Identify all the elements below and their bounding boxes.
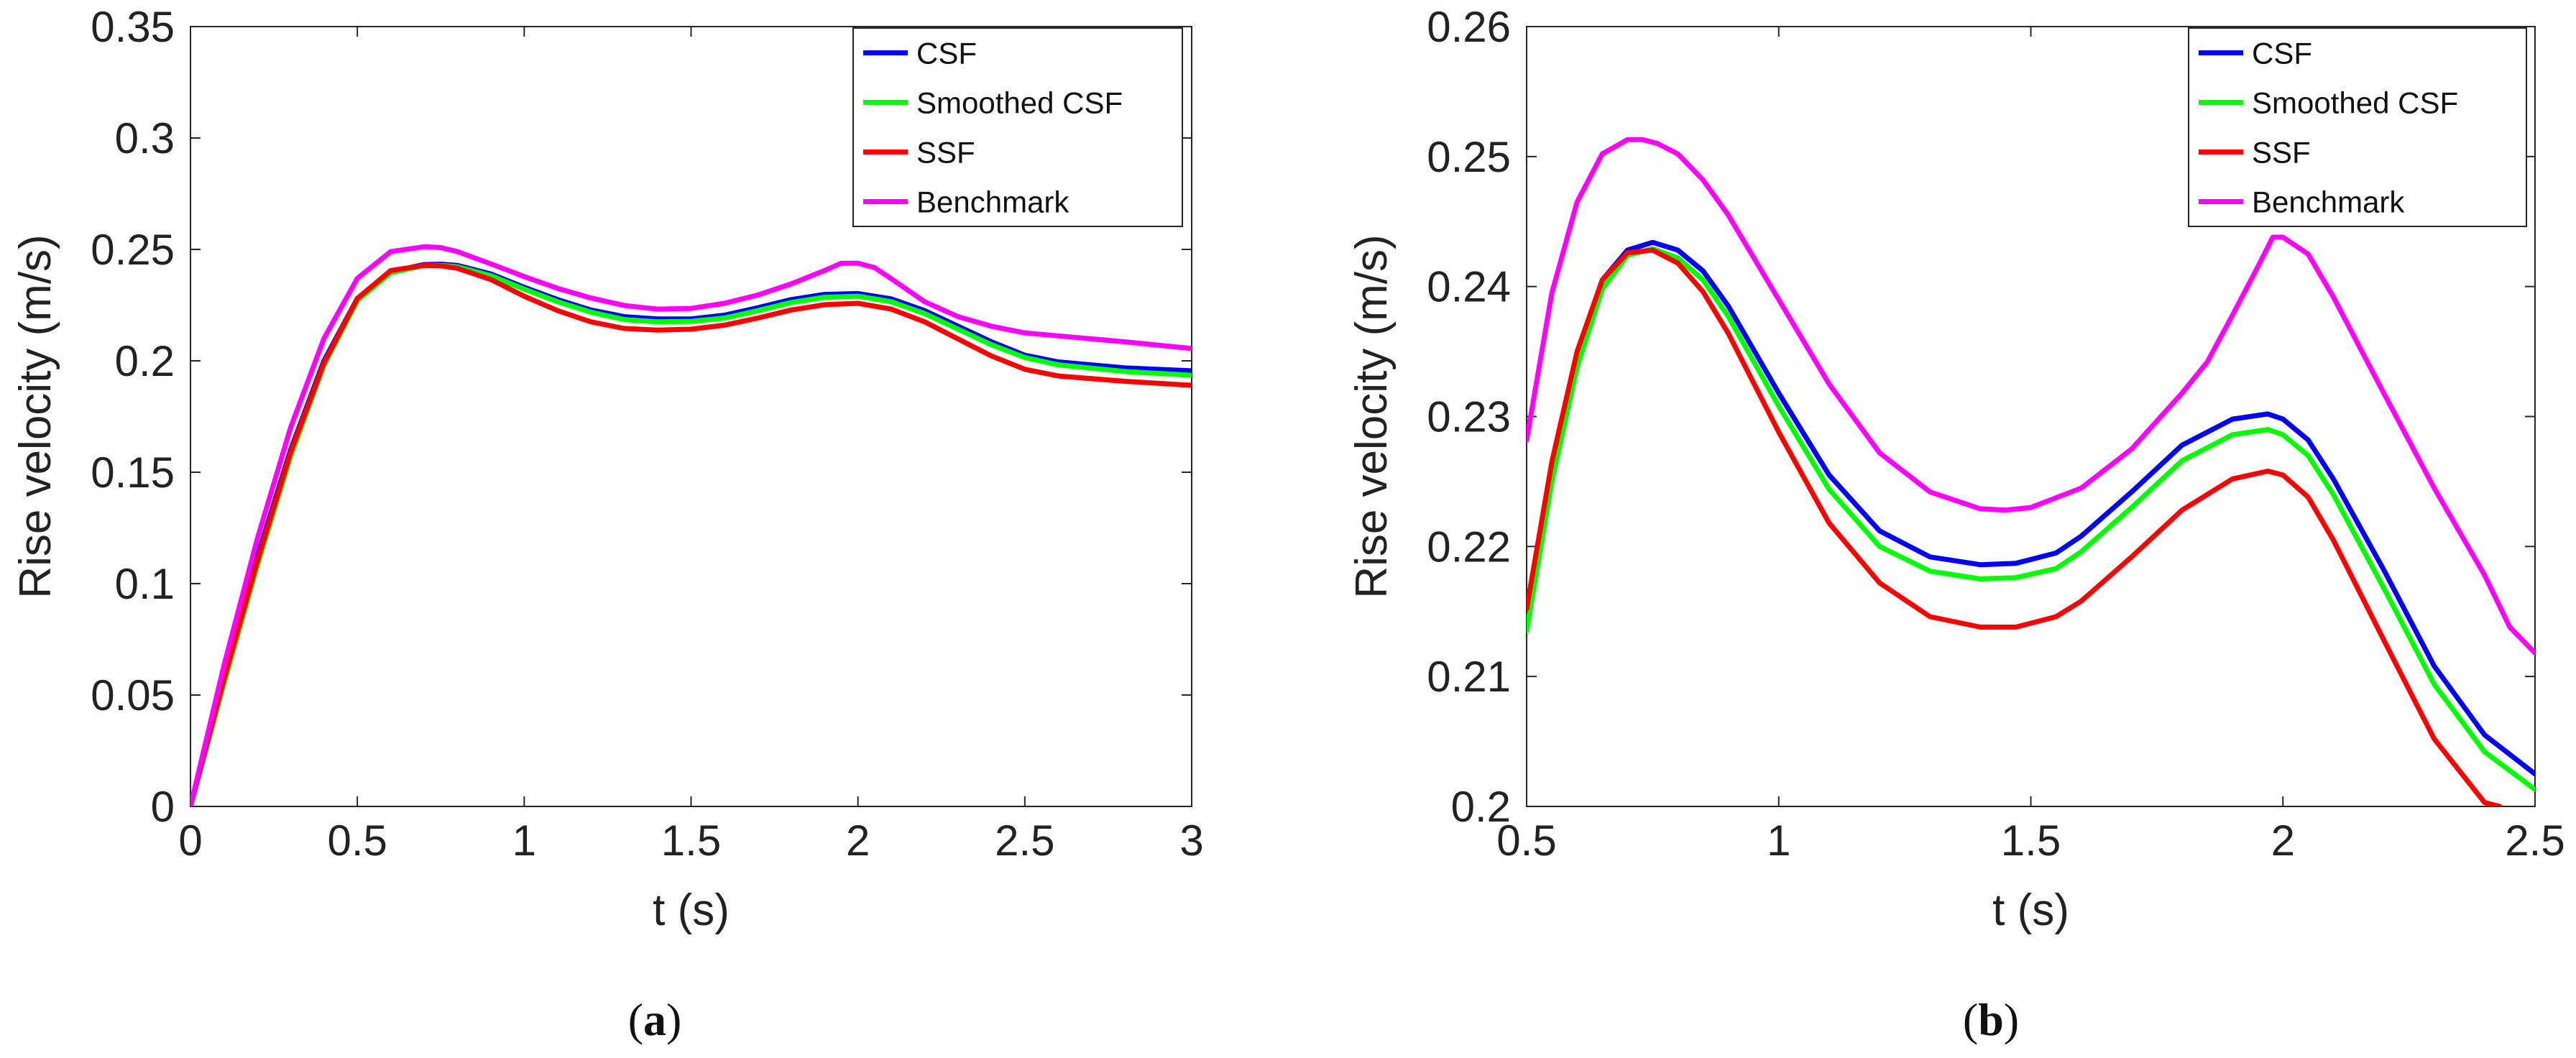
x-tick-label: 1.5	[661, 816, 721, 865]
x-tick-label: 0.5	[1496, 816, 1556, 865]
series-line-benchmark	[190, 244, 1192, 806]
legend-box	[2188, 27, 2527, 227]
series-line-ssf	[190, 262, 1192, 806]
series-line-smoothed-csf	[1527, 246, 2535, 792]
x-tick-label: 2	[2271, 816, 2295, 865]
x-axis-label: t (s)	[653, 886, 730, 935]
chart-caption: (a)	[628, 994, 682, 1045]
x-tick-label: 2.5	[2505, 816, 2564, 865]
x-tick-label: 1.5	[2001, 816, 2061, 865]
legend-label: CSF	[916, 37, 977, 70]
chart-b: 0.5 1 1.5 2 2.5 0.2 0.21 0.22 0.23 0.24 0.25 0.26 t …	[1347, 3, 2565, 1045]
y-tick-label: 0.1	[115, 560, 175, 608]
x-tick-label: 2	[846, 816, 870, 865]
legend-label: Smoothed CSF	[916, 86, 1123, 120]
series-group	[190, 244, 1192, 806]
chart-caption: (b)	[1963, 994, 2019, 1045]
series-line-csf	[1527, 239, 2535, 777]
legend-box	[852, 27, 1183, 227]
series-group	[1527, 137, 2535, 806]
y-tick-label: 0.22	[1427, 523, 1511, 571]
y-tick-label: 0.05	[91, 671, 175, 719]
y-tick-label: 0.26	[1427, 3, 1511, 51]
legend-label: SSF	[2252, 136, 2311, 170]
legend-label: Benchmark	[2252, 185, 2405, 219]
y-axis-label: Rise velocity (m/s)	[11, 234, 60, 598]
y-tick-label: 0.3	[115, 114, 175, 162]
x-tick-label: 1	[512, 816, 536, 865]
y-tick-label: 0.21	[1427, 653, 1511, 701]
y-tick-label: 0.24	[1427, 263, 1511, 311]
series-line-smoothed-csf	[190, 262, 1192, 806]
y-tick-label: 0.35	[91, 3, 175, 51]
y-tick-label: 0.15	[91, 448, 175, 497]
y-tick-label: 0.25	[91, 226, 175, 274]
y-tick-label: 0	[151, 783, 175, 831]
legend-label: SSF	[916, 136, 975, 170]
x-tick-label: 1	[1767, 816, 1790, 865]
y-tick-label: 0.23	[1427, 393, 1511, 441]
y-tick-label: 0.25	[1427, 133, 1511, 181]
y-axis-label: Rise velocity (m/s)	[1347, 234, 1397, 598]
legend-label: Smoothed CSF	[2252, 86, 2458, 120]
chart-a: 0 0.5 1 1.5 2 2.5 3 0 0.05 0.1 0.15 0.2 0.25 0.3 0.35 t…	[11, 3, 1204, 1045]
series-line-csf	[190, 262, 1192, 806]
series-line-benchmark	[1527, 137, 2535, 656]
series-line-ssf	[1527, 247, 2503, 806]
y-tick-label: 0.2	[1451, 783, 1511, 831]
x-tick-label: 0.5	[327, 816, 387, 865]
x-tick-label: 2.5	[995, 816, 1054, 865]
legend-label: CSF	[2252, 37, 2312, 70]
legend-label: Benchmark	[916, 185, 1070, 219]
y-tick-label: 0.2	[115, 337, 175, 385]
x-tick-label: 3	[1179, 816, 1203, 865]
x-axis-label: t (s)	[1992, 886, 2069, 935]
x-tick-label: 0	[178, 816, 202, 865]
